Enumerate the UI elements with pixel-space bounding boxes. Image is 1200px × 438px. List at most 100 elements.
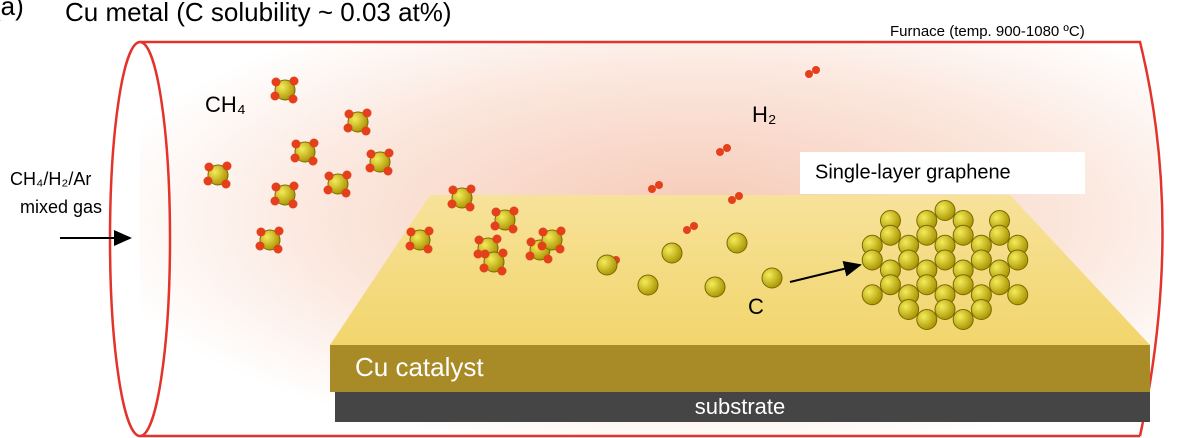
hydrogen-atom (475, 236, 484, 245)
graphene-atom (880, 225, 900, 245)
graphene-atom (953, 225, 973, 245)
hydrogen-atom (716, 148, 724, 156)
hydrogen-atom (256, 242, 265, 251)
hydrogen-atom (481, 250, 490, 259)
hydrogen-atom (466, 203, 475, 212)
hydrogen-atom (556, 245, 565, 254)
hydrogen-atom (509, 225, 518, 234)
panel-label: (a) (0, 0, 24, 21)
hydrogen-atom (424, 245, 433, 254)
hydrogen-atom (271, 197, 280, 206)
graphene-atom (935, 250, 955, 270)
hydrogen-atom (385, 149, 394, 158)
graphene-atom (935, 201, 955, 221)
hydrogen-atom (367, 150, 376, 159)
hydrogen-atom (467, 185, 476, 194)
hydrogen-atom (205, 163, 214, 172)
hydrogen-atom (257, 228, 266, 237)
hydrogen-atom (344, 124, 353, 133)
carbon-atom (705, 277, 725, 297)
hydrogen-atom (527, 238, 536, 247)
carbon-label: C (748, 294, 764, 319)
hydrogen-atom (480, 264, 489, 273)
hydrogen-atom (544, 255, 553, 264)
hydrogen-atom (223, 162, 232, 171)
hydrogen-atom (690, 222, 698, 230)
hydrogen-atom (345, 110, 354, 119)
hydrogen-atom (448, 200, 457, 209)
hydrogen-atom (406, 242, 415, 251)
hydrogen-atom (492, 208, 501, 217)
hydrogen-atom (557, 227, 566, 236)
graphene-atom (990, 225, 1010, 245)
hydrogen-atom (510, 207, 519, 216)
hydrogen-atom (655, 181, 663, 189)
hydrogen-atom (728, 196, 736, 204)
hydrogen-atom (290, 182, 299, 191)
inlet-label: mixed gas (20, 197, 102, 217)
hydrogen-atom (275, 227, 284, 236)
hydrogen-atom (292, 140, 301, 149)
hydrogen-atom (272, 183, 281, 192)
hydrogen-atom (204, 177, 213, 186)
hydrogen-atom (222, 180, 231, 189)
hydrogen-atom (493, 235, 502, 244)
hydrogen-atom (290, 77, 299, 86)
graphene-atom (971, 300, 991, 320)
graphene-label: Single-layer graphene (815, 161, 1011, 183)
hydrogen-atom (289, 200, 298, 209)
hydrogen-atom (274, 245, 283, 254)
hydrogen-atom (449, 186, 458, 195)
hydrogen-atom (498, 267, 507, 276)
hydrogen-atom (735, 192, 743, 200)
graphene-atom (917, 310, 937, 330)
graphene-atom (935, 300, 955, 320)
hydrogen-atom (812, 66, 820, 74)
hydrogen-atom (310, 139, 319, 148)
graphene-atom (990, 275, 1010, 295)
graphene-atom (971, 250, 991, 270)
carbon-atom (662, 243, 682, 263)
hydrogen-atom (499, 249, 508, 258)
hydrogen-atom (407, 228, 416, 237)
graphene-atom (880, 275, 900, 295)
hydrogen-atom (343, 171, 352, 180)
hydrogen-atom (325, 172, 334, 181)
hydrogen-atom (538, 242, 547, 251)
catalyst-label: Cu catalyst (355, 352, 484, 382)
hydrogen-atom (342, 189, 351, 198)
substrate-label: substrate (695, 394, 786, 419)
graphene-atom (917, 275, 937, 295)
graphene-atom (953, 310, 973, 330)
graphene-atom (862, 285, 882, 305)
hydrogen-atom (363, 109, 372, 118)
hydrogen-atom (309, 157, 318, 166)
furnace-label: Furnace (temp. 900-1080 ºC) (890, 23, 1085, 40)
hydrogen-atom (271, 92, 280, 101)
catalyst-top (330, 195, 1150, 345)
hydrogen-atom (384, 167, 393, 176)
graphene-atom (953, 275, 973, 295)
graphene-atom (899, 250, 919, 270)
hydrogen-atom (723, 144, 731, 152)
graphene-atom (917, 225, 937, 245)
title: Cu metal (C solubility ~ 0.03 at%) (65, 0, 452, 27)
hydrogen-atom (366, 164, 375, 173)
methane-label: CH₄ (205, 92, 246, 117)
hydrogen-atom (648, 185, 656, 193)
carbon-atom (638, 275, 658, 295)
hydrogen-atom (683, 226, 691, 234)
hydrogen-atom (291, 154, 300, 163)
graphene-atom (862, 250, 882, 270)
hydrogen-atom (272, 78, 281, 87)
carbon-atom (762, 268, 782, 288)
hydrogen-atom (539, 228, 548, 237)
hydrogen-atom (289, 95, 298, 104)
graphene-atom (899, 300, 919, 320)
graphene-atom (1008, 285, 1028, 305)
hydrogen-label: H₂ (752, 102, 776, 127)
hydrogen-atom (491, 222, 500, 231)
carbon-atom (727, 233, 747, 253)
carbon-atom (597, 255, 617, 275)
hydrogen-atom (805, 70, 813, 78)
